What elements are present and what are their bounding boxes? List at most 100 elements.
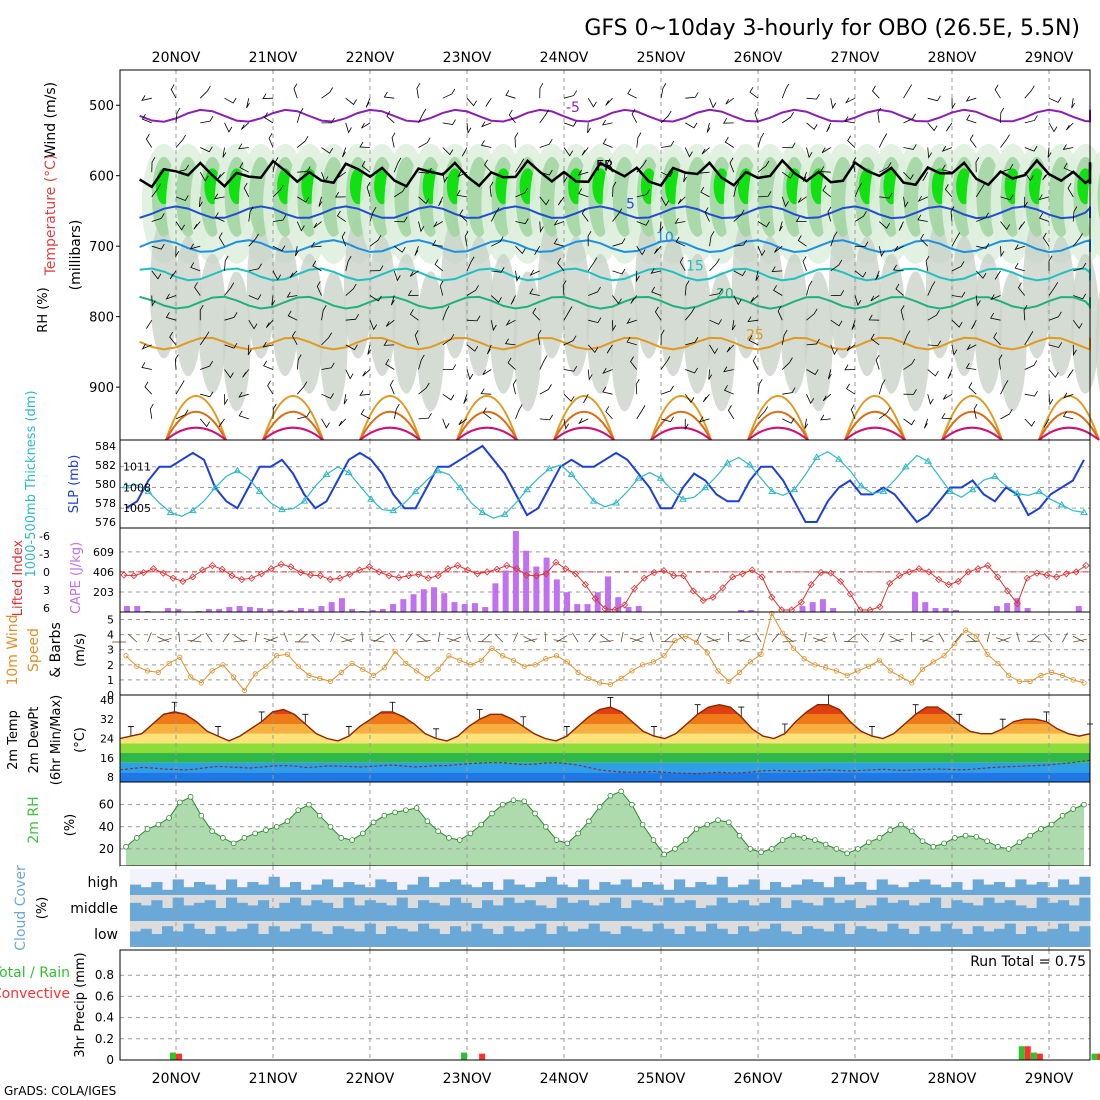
wind-barb [660,416,674,423]
lowlevel-contour [941,426,1003,441]
cape-bar [338,598,345,612]
wind-barb [612,295,622,305]
cloud-cell [247,905,259,921]
wind-barb [951,319,963,328]
wind-barb [587,369,593,381]
thickness-marker [523,485,531,493]
rh-shade-band [877,253,906,394]
rh-shade-band [392,253,421,394]
wind-barb [973,403,978,419]
precip-panel-bg [120,950,1090,1060]
wind-barb [1024,196,1028,209]
wind-barb-10m [755,632,762,643]
wind-barb-10m [187,639,202,643]
wind-barb [239,162,249,173]
wind-barb [951,261,965,272]
cloud-cell [759,928,771,947]
wind-barb [200,146,213,153]
temp-tick: 40 [100,694,114,707]
cloud-cell [887,884,899,895]
wind-barb [165,293,177,300]
cloud-cell [908,934,920,947]
thickness-marker [411,487,420,495]
cloud-cell [930,897,942,921]
cloud-cell [748,931,760,947]
rh2m-marker [790,832,797,839]
cape-bar [216,609,223,612]
cloud-cell [535,905,547,921]
wind-barb-10m [739,635,751,643]
wind-barb [733,270,746,277]
thickness-marker [300,497,309,504]
cloud-panel: high middle low Cloud Cover (%) [13,865,1091,951]
wind-barb [141,343,152,350]
thickness-marker [166,508,175,515]
thickness-tick: 584 [95,440,116,453]
wind-barb [797,235,807,247]
cloud-cell [482,900,494,921]
wind-barb [491,267,505,273]
cloud-cell [407,908,419,921]
pressure-tick: 500 [89,99,114,114]
wind-barb-10m [254,631,258,643]
cloud-cell [514,931,526,947]
wind-barb [723,366,734,373]
wind-barb [539,355,548,370]
cloud-cell [162,908,174,921]
wind-barb [539,109,549,124]
li-tick: 3 [43,584,50,597]
wind-barb [1014,262,1025,272]
wind-barb [636,220,650,226]
cloud-cell [610,884,622,895]
wind-barb [515,218,529,225]
wind-barb [272,157,279,173]
rh2m-marker [370,819,377,826]
wind-barb [418,196,430,205]
li-marker [120,571,128,579]
isotherm-line [139,295,1091,310]
wind-barb [1072,319,1083,330]
precip-panel: Run Total = 0.75 0 0.2 0.4 0.6 0.8 Total / Rai… [0,949,1100,1067]
wind-barb [725,97,734,105]
wind-barb [313,221,322,229]
cloud-cell [738,926,750,947]
cloud-cell [695,908,707,921]
rh2m-marker [209,828,215,834]
cloud-cell [780,908,792,921]
rh-shade-band [416,271,445,412]
cloud-cell [343,928,355,947]
wind-barb-10m [663,634,674,643]
rh2m-marker [682,837,689,843]
wind-barb [733,209,745,222]
wind-barb [486,344,492,355]
wind-barb [194,282,201,296]
thickness-marker [456,483,465,491]
wind-barb [748,335,759,346]
rh2m-area [126,791,1084,866]
wind-barb [296,354,302,370]
temp-line [119,703,1091,742]
wind-barb [294,246,299,257]
wind-barb [141,362,152,370]
wind-barb [606,158,613,173]
wind-barb-10m [995,637,1009,643]
wind-barb [968,382,977,395]
lowlevel-contour [844,395,906,441]
wind-barb-10m [233,634,245,643]
cloud-cell [994,928,1006,947]
cloud-cell [215,889,227,895]
isotherm-line [139,108,1091,123]
cape-bar [369,610,376,612]
top-date-axis: 20NOV 21NOV 22NOV 23NOV 24NOV 25NOV 26NOV 27NOV… [152,50,1074,66]
wind-barb [946,122,953,132]
run-total-label: Run Total = 0.75 [970,954,1086,970]
wind-barb [321,172,329,183]
temp-tick: 8 [107,771,114,784]
cloud-cell [290,882,302,895]
lowlevel-contour [165,395,227,441]
wind-barb [917,214,928,222]
temp-minmax-bar [433,728,440,739]
wind-barb [965,362,977,370]
cloud-cell [215,908,227,921]
